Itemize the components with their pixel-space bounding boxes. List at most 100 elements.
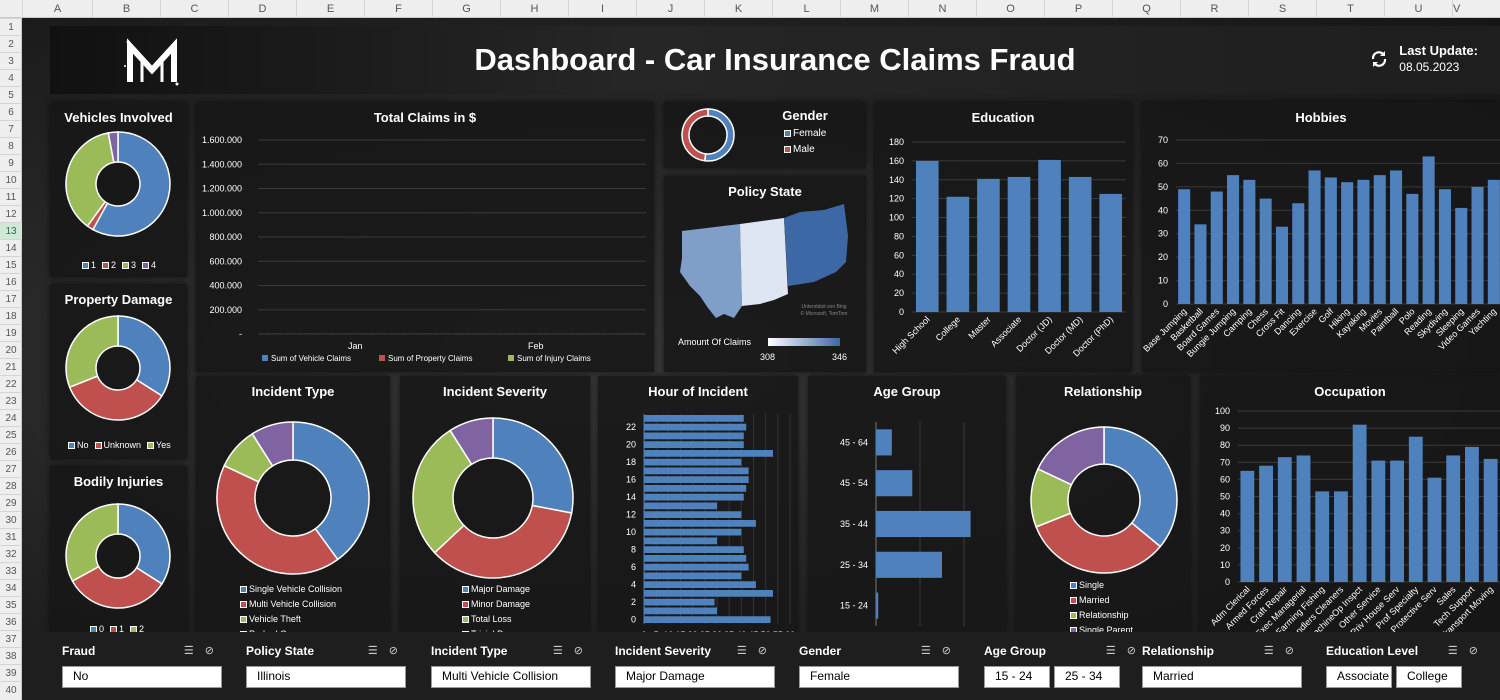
row-header-39[interactable]: 39 bbox=[0, 664, 22, 681]
vehicles-legend-item[interactable]: 2 bbox=[102, 260, 116, 270]
slicer-item[interactable]: Major Damage bbox=[615, 666, 775, 688]
incident_severity-legend-item[interactable]: Total Loss bbox=[462, 614, 531, 624]
row-header-27[interactable]: 27 bbox=[0, 460, 22, 477]
slicer-item[interactable]: Illinois bbox=[246, 666, 406, 688]
incident_severity-legend-item[interactable]: Major Damage bbox=[462, 584, 531, 594]
column-header-B[interactable]: B bbox=[92, 0, 160, 18]
incident_severity-legend-item[interactable]: Minor Damage bbox=[462, 599, 531, 609]
property-legend-item[interactable]: No bbox=[68, 440, 89, 450]
row-header-6[interactable]: 6 bbox=[0, 103, 22, 120]
column-header-D[interactable]: D bbox=[228, 0, 296, 18]
slicer-item[interactable]: 15 - 24 bbox=[984, 666, 1050, 688]
slicer-item[interactable]: Married bbox=[1142, 666, 1302, 688]
slicer-incident-severity[interactable]: Incident Severity ☰ ⊘ Major Damage bbox=[605, 640, 777, 700]
incident_type-legend-item[interactable]: Vehicle Theft bbox=[240, 614, 342, 624]
row-header-18[interactable]: 18 bbox=[0, 307, 22, 324]
incident-severity-panel[interactable]: Incident Severity Major Damage Minor Dama… bbox=[400, 376, 590, 644]
row-header-28[interactable]: 28 bbox=[0, 477, 22, 494]
column-header-G[interactable]: G bbox=[432, 0, 500, 18]
gender-legend-item[interactable]: Female bbox=[784, 128, 826, 139]
slicer-gender[interactable]: Gender ☰ ⊘ Female bbox=[789, 640, 961, 700]
row-header-29[interactable]: 29 bbox=[0, 494, 22, 511]
row-header-7[interactable]: 7 bbox=[0, 120, 22, 137]
row-header-17[interactable]: 17 bbox=[0, 290, 22, 307]
multi-select-clear-filter-icon[interactable]: ☰ ⊘ bbox=[736, 645, 771, 657]
relationship-legend-item[interactable]: Single bbox=[1070, 580, 1133, 590]
row-header-26[interactable]: 26 bbox=[0, 443, 22, 460]
row-header-1[interactable]: 1 bbox=[0, 18, 22, 35]
row-header-38[interactable]: 38 bbox=[0, 647, 22, 664]
incident_type-legend-item[interactable]: Single Vehicle Collision bbox=[240, 584, 342, 594]
row-header-34[interactable]: 34 bbox=[0, 579, 22, 596]
row-header-15[interactable]: 15 bbox=[0, 256, 22, 273]
row-header-13[interactable]: 13 bbox=[0, 222, 22, 239]
column-header-L[interactable]: L bbox=[772, 0, 840, 18]
slicer-item[interactable]: Female bbox=[799, 666, 959, 688]
row-header-2[interactable]: 2 bbox=[0, 35, 22, 52]
column-header-C[interactable]: C bbox=[160, 0, 228, 18]
occupation-panel[interactable]: Occupation 0 10 20 30 40 50 60 70 80 90 100 Adm Cle… bbox=[1200, 376, 1500, 644]
column-header-N[interactable]: N bbox=[908, 0, 976, 18]
relationship-legend-item[interactable]: Relationship bbox=[1070, 610, 1133, 620]
education-panel[interactable]: Education 0 20 40 60 80 100 120 140 160 180 High S… bbox=[874, 102, 1132, 372]
column-header-K[interactable]: K bbox=[704, 0, 772, 18]
row-header-30[interactable]: 30 bbox=[0, 511, 22, 528]
column-header-H[interactable]: H bbox=[500, 0, 568, 18]
slicer-education-level[interactable]: Education Level ☰ ⊘ Associate College bbox=[1316, 640, 1488, 700]
column-header-U[interactable]: U bbox=[1384, 0, 1452, 18]
vehicles-involved-panel[interactable]: Vehicles Involved 1 2 3 4 bbox=[50, 102, 187, 277]
row-header-4[interactable]: 4 bbox=[0, 69, 22, 86]
row-header-16[interactable]: 16 bbox=[0, 273, 22, 290]
row-header-33[interactable]: 33 bbox=[0, 562, 22, 579]
multi-select-clear-filter-icon[interactable]: ☰ ⊘ bbox=[1263, 645, 1298, 657]
multi-select-clear-filter-icon[interactable]: ☰ ⊘ bbox=[552, 645, 587, 657]
row-header-5[interactable]: 5 bbox=[0, 86, 22, 103]
incident_type-legend-item[interactable]: Multi Vehicle Collision bbox=[240, 599, 342, 609]
slicer-item[interactable]: Multi Vehicle Collision bbox=[431, 666, 591, 688]
column-header-O[interactable]: O bbox=[976, 0, 1044, 18]
row-header-23[interactable]: 23 bbox=[0, 392, 22, 409]
gender-panel[interactable]: Gender Female Male bbox=[664, 102, 866, 168]
slicer-item[interactable]: Associate bbox=[1326, 666, 1392, 688]
column-header-A[interactable]: A bbox=[22, 0, 92, 18]
property-legend-item[interactable]: Unknown bbox=[94, 440, 141, 450]
row-header-22[interactable]: 22 bbox=[0, 375, 22, 392]
slicer-age-group[interactable]: Age Group ☰ ⊘ 15 - 24 25 - 34 bbox=[974, 640, 1146, 700]
bodily-injuries-panel[interactable]: Bodily Injuries 0 1 2 bbox=[50, 466, 187, 644]
row-header-25[interactable]: 25 bbox=[0, 426, 22, 443]
refresh-icon[interactable] bbox=[1370, 50, 1388, 68]
multi-select-clear-filter-icon[interactable]: ☰ ⊘ bbox=[183, 645, 218, 657]
slicer-incident-type[interactable]: Incident Type ☰ ⊘ Multi Vehicle Collision bbox=[421, 640, 593, 700]
vehicles-legend-item[interactable]: 1 bbox=[82, 260, 96, 270]
column-header-I[interactable]: I bbox=[568, 0, 636, 18]
total-claims-panel[interactable]: Total Claims in $ 1.600.000 1.400.000 1.20… bbox=[196, 102, 654, 372]
slicer-policy-state[interactable]: Policy State ☰ ⊘ Illinois bbox=[236, 640, 408, 700]
row-header-35[interactable]: 35 bbox=[0, 596, 22, 613]
column-header-V[interactable]: V bbox=[1452, 0, 1460, 18]
column-header-E[interactable]: E bbox=[296, 0, 364, 18]
multi-select-clear-filter-icon[interactable]: ☰ ⊘ bbox=[367, 645, 402, 657]
vehicles-legend-item[interactable]: 3 bbox=[122, 260, 136, 270]
row-header-11[interactable]: 11 bbox=[0, 188, 22, 205]
row-header-21[interactable]: 21 bbox=[0, 358, 22, 375]
column-header-F[interactable]: F bbox=[364, 0, 432, 18]
slicer-item[interactable]: No bbox=[62, 666, 222, 688]
relationship-legend-item[interactable]: Married bbox=[1070, 595, 1133, 605]
row-header-36[interactable]: 36 bbox=[0, 613, 22, 630]
column-header-S[interactable]: S bbox=[1248, 0, 1316, 18]
slicer-relationship[interactable]: Relationship ☰ ⊘ Married bbox=[1132, 640, 1304, 700]
gender-legend-item[interactable]: Male bbox=[784, 144, 826, 155]
policy-state-panel[interactable]: Policy State Unterstützt von Bing © Micr… bbox=[664, 176, 866, 372]
column-header-R[interactable]: R bbox=[1180, 0, 1248, 18]
property-legend-item[interactable]: Yes bbox=[147, 440, 171, 450]
column-header-P[interactable]: P bbox=[1044, 0, 1112, 18]
relationship-panel[interactable]: Relationship Single Married Relationship Si… bbox=[1016, 376, 1190, 644]
vehicles-legend-item[interactable]: 4 bbox=[142, 260, 156, 270]
multi-select-clear-filter-icon[interactable]: ☰ ⊘ bbox=[920, 645, 955, 657]
row-header-8[interactable]: 8 bbox=[0, 137, 22, 154]
row-header-12[interactable]: 12 bbox=[0, 205, 22, 222]
row-header-20[interactable]: 20 bbox=[0, 341, 22, 358]
row-header-24[interactable]: 24 bbox=[0, 409, 22, 426]
row-header-10[interactable]: 10 bbox=[0, 171, 22, 188]
